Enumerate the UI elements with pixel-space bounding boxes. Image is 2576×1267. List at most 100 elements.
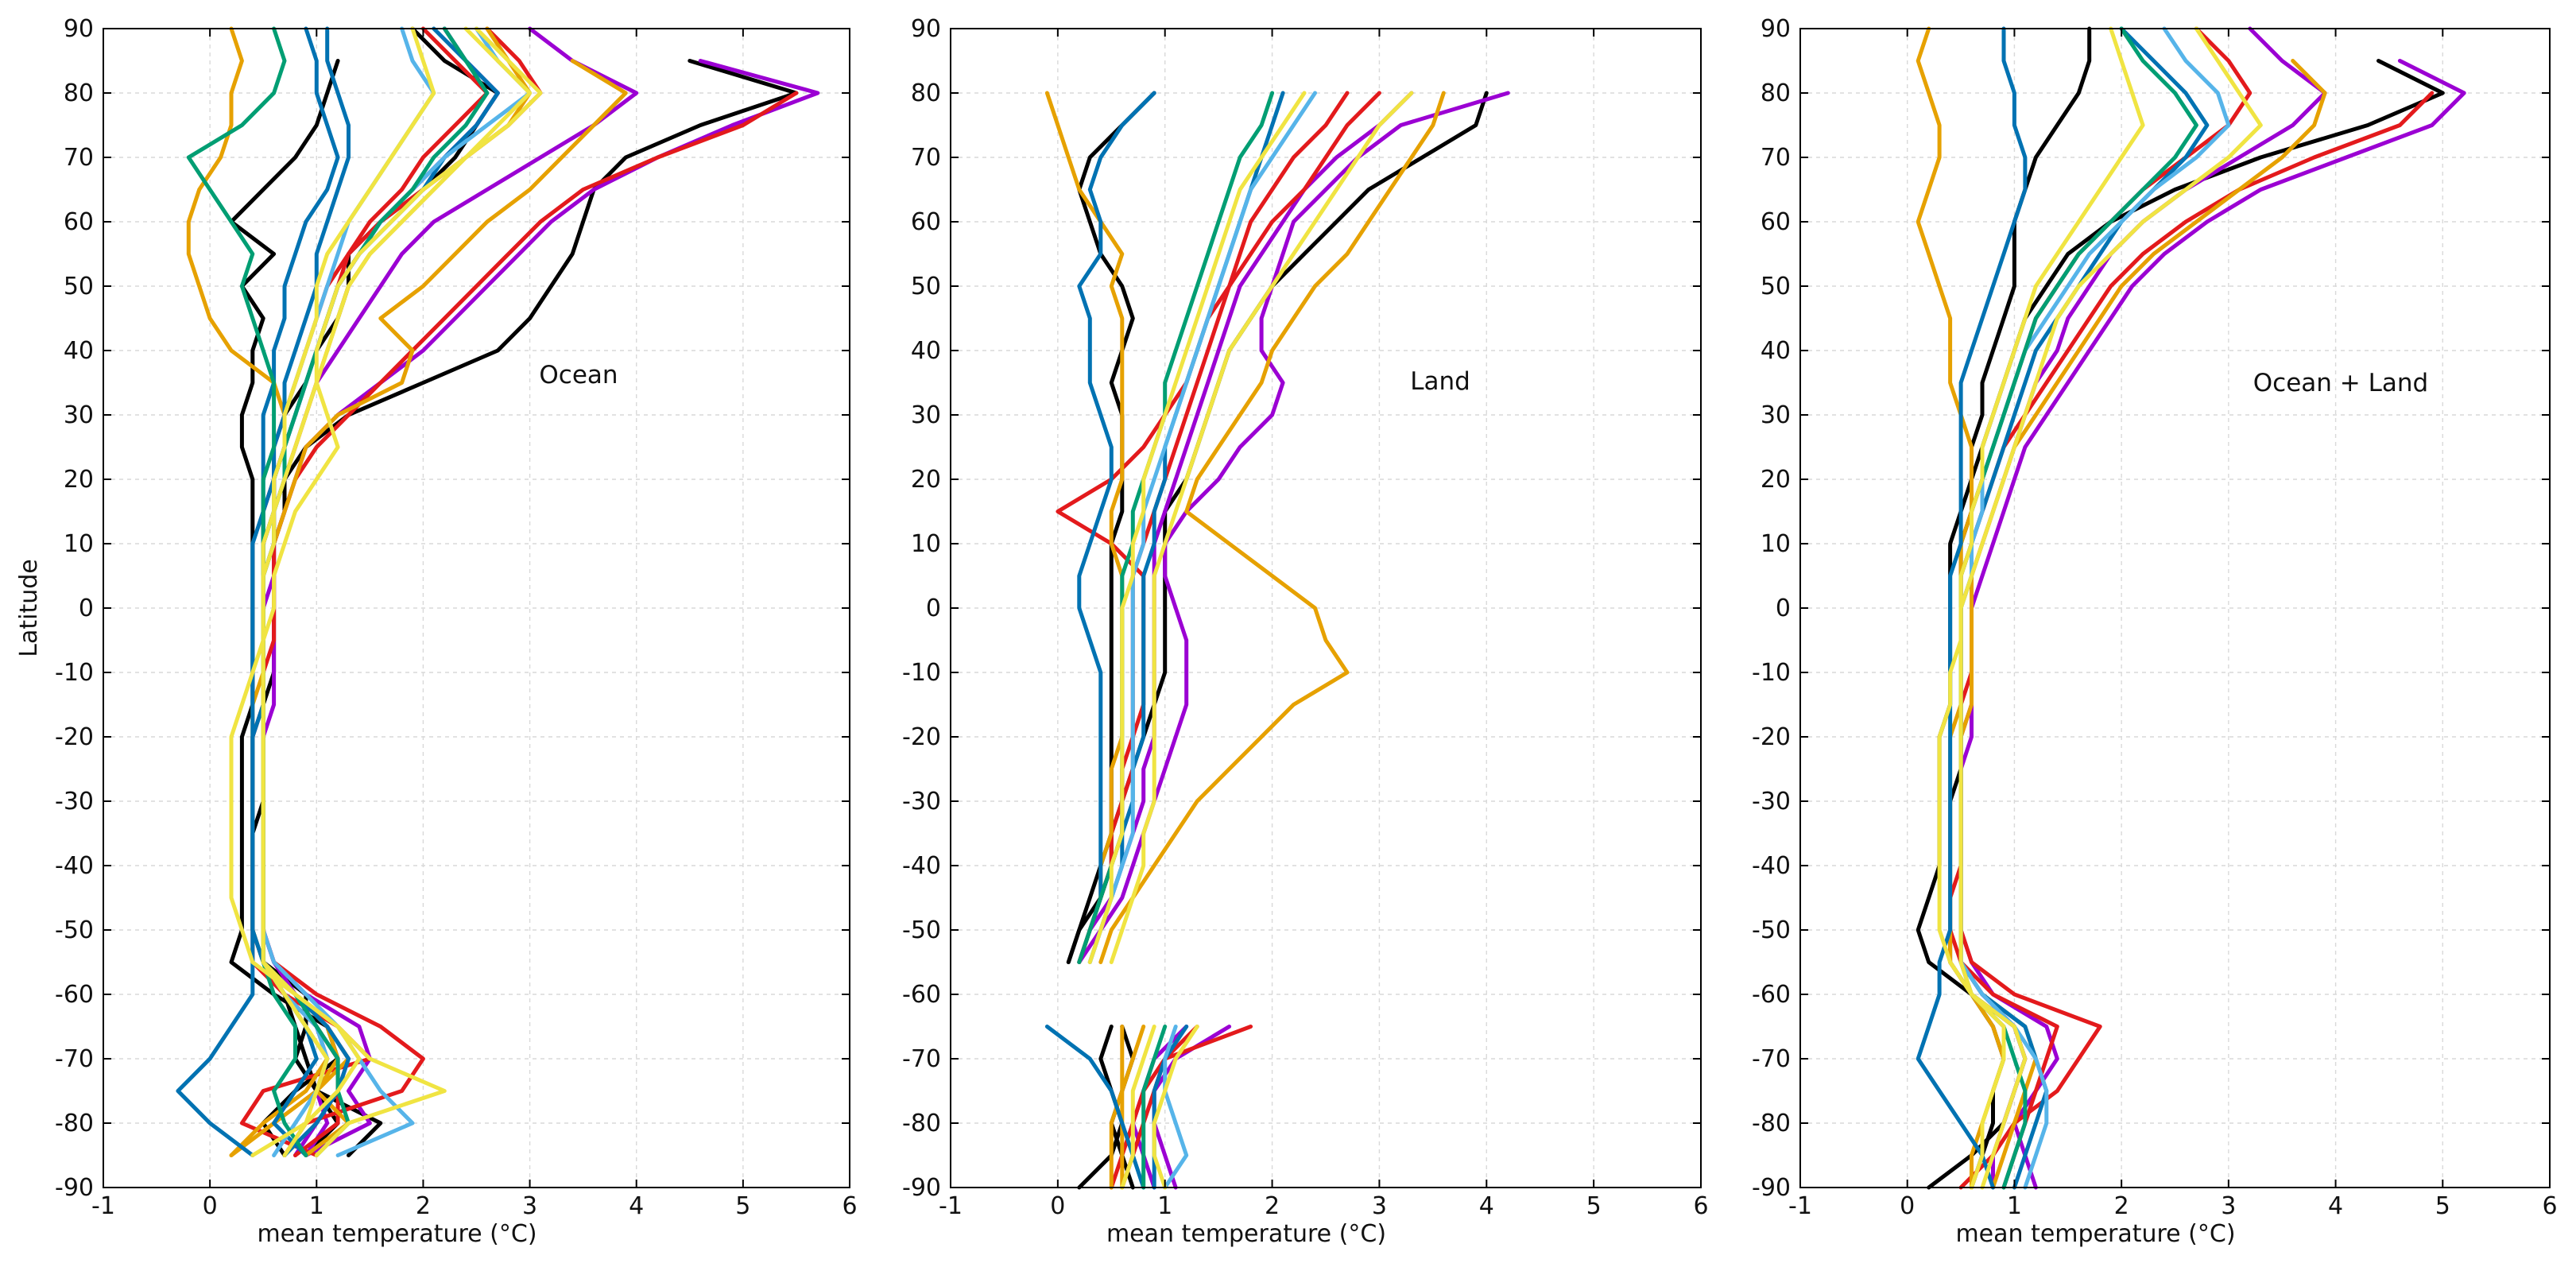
panel-ocean: -1 0 1 2 3 4 5 6 -90-80-70-60-50-40-30-20-10010… <box>15 15 858 1248</box>
x-tick-label: 4 <box>629 1192 644 1220</box>
x-tick-label: 6 <box>842 1192 857 1220</box>
y-tick-label: 10 <box>64 530 94 558</box>
series-line-10 <box>1163 1025 1189 1190</box>
series-line-6 <box>261 91 799 1157</box>
x-tick-label: 3 <box>522 1192 537 1220</box>
y-tick-label: 20 <box>911 466 941 494</box>
y-tick-label: -40 <box>1752 852 1791 880</box>
y-tick-label: 80 <box>64 79 94 107</box>
panel-ocean-land: -1 0 1 2 3 4 5 6 -90-80-70-60-50-40-30-20-10010… <box>1752 15 2558 1248</box>
y-tick-label: -90 <box>902 1174 941 1202</box>
series-line-3 <box>1077 91 1414 964</box>
x-tick-label: 0 <box>1050 1192 1065 1220</box>
y-tick-label: -60 <box>902 981 941 1009</box>
series-line-8 <box>1916 26 2028 1190</box>
y-tick-label: -30 <box>1752 788 1791 816</box>
y-tick-label: -90 <box>1752 1174 1791 1202</box>
y-tick-label: -20 <box>902 723 941 751</box>
y-tick-label: 60 <box>1761 208 1791 236</box>
x-tick-label: 4 <box>1479 1192 1494 1220</box>
y-tick-label: 20 <box>64 466 94 494</box>
x-tick-label: 0 <box>203 1192 218 1220</box>
x-tick-label: 0 <box>1900 1192 1915 1220</box>
series-line-13 <box>1120 1025 1156 1190</box>
y-tick-label: -80 <box>902 1110 941 1137</box>
y-tick-label: -70 <box>902 1045 941 1073</box>
x-tick-label: -1 <box>1788 1192 1812 1220</box>
y-tick-label: 90 <box>1761 15 1791 43</box>
y-tick-label: -50 <box>902 916 941 944</box>
y-tick-label: 10 <box>911 530 941 558</box>
series-line-11 <box>1141 1025 1168 1190</box>
y-tick-label: 70 <box>64 144 94 172</box>
y-tick-label: -50 <box>55 916 94 944</box>
y-tick-label: 0 <box>79 595 94 622</box>
x-tick-label: 1 <box>1157 1192 1172 1220</box>
y-tick-label: -30 <box>902 788 941 816</box>
y-tick-label: 80 <box>1761 79 1791 107</box>
y-tick-label: 90 <box>911 15 941 43</box>
x-axis-label: mean temperature (°C) <box>1106 1220 1386 1248</box>
y-tick-label: -50 <box>1752 916 1791 944</box>
series-line-5 <box>1077 91 1350 964</box>
x-axis-label: mean temperature (°C) <box>257 1220 537 1248</box>
y-tick-label: -80 <box>1752 1110 1791 1137</box>
y-tick-label: 40 <box>1761 337 1791 365</box>
y-tick-label: 30 <box>64 401 94 429</box>
x-tick-label: 2 <box>416 1192 431 1220</box>
series-line-8 <box>1077 91 1156 964</box>
y-tick-label: 40 <box>64 337 94 365</box>
y-axis-label: Latitude <box>15 559 43 657</box>
x-tick-label: 1 <box>2007 1192 2022 1220</box>
series-line-13 <box>1087 91 1307 964</box>
y-tick-label: -60 <box>1752 981 1791 1009</box>
y-tick-label: 40 <box>911 337 941 365</box>
series-line-7 <box>1044 91 1125 964</box>
series-line-6 <box>1098 91 1446 964</box>
y-tick-label: 60 <box>911 208 941 236</box>
series-line-10 <box>1087 91 1317 964</box>
y-tick-label: -10 <box>902 659 941 687</box>
series-line-9 <box>1087 91 1285 964</box>
y-tick-label: 70 <box>911 144 941 172</box>
y-tick-label: -20 <box>55 723 94 751</box>
y-tick-label: 0 <box>1776 595 1791 622</box>
y-tick-label: -40 <box>55 852 94 880</box>
series-line-8 <box>1044 1025 1146 1190</box>
y-tick-label: 30 <box>1761 401 1791 429</box>
x-tick-label: 5 <box>2435 1192 2450 1220</box>
x-tick-label: 2 <box>1265 1192 1280 1220</box>
y-tick-label: 60 <box>64 208 94 236</box>
x-tick-label: 5 <box>735 1192 750 1220</box>
y-tick-label: -10 <box>55 659 94 687</box>
series-line-12 <box>1152 1025 1199 1190</box>
x-axis-label: mean temperature (°C) <box>1955 1220 2235 1248</box>
x-tick-label: 3 <box>1372 1192 1387 1220</box>
panel-annotation: Land <box>1410 367 1470 396</box>
panel-annotation: Ocean <box>539 361 618 389</box>
y-tick-label: -30 <box>55 788 94 816</box>
series-line-12 <box>1937 26 2263 1190</box>
y-tick-label: -60 <box>55 981 94 1009</box>
x-tick-label: -1 <box>91 1192 115 1220</box>
series-line-4 <box>1958 91 2435 1190</box>
y-tick-label: 50 <box>64 273 94 300</box>
series-line-13 <box>1958 26 2145 1190</box>
x-tick-label: 6 <box>2542 1192 2557 1220</box>
panel-land: -1 0 1 2 3 4 5 6 -90-80-70-60-50-40-30-20-10010… <box>902 15 1709 1248</box>
x-tick-label: 5 <box>1586 1192 1602 1220</box>
series-line-12 <box>176 26 340 1157</box>
series-line-2 <box>1958 59 2466 1190</box>
y-tick-label: 80 <box>911 79 941 107</box>
y-tick-label: 90 <box>64 15 94 43</box>
series-line-21 <box>261 26 436 1157</box>
y-tick-label: -40 <box>902 852 941 880</box>
y-tick-label: -70 <box>55 1045 94 1073</box>
x-tick-label: 4 <box>2328 1192 2343 1220</box>
x-tick-label: 3 <box>2221 1192 2236 1220</box>
y-tick-label: 50 <box>911 273 941 300</box>
x-tick-label: 6 <box>1693 1192 1708 1220</box>
y-tick-label: 30 <box>911 401 941 429</box>
y-tick-label: -90 <box>55 1174 94 1202</box>
